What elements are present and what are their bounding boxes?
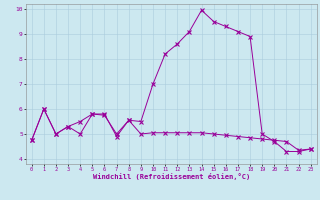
X-axis label: Windchill (Refroidissement éolien,°C): Windchill (Refroidissement éolien,°C) [92, 173, 250, 180]
